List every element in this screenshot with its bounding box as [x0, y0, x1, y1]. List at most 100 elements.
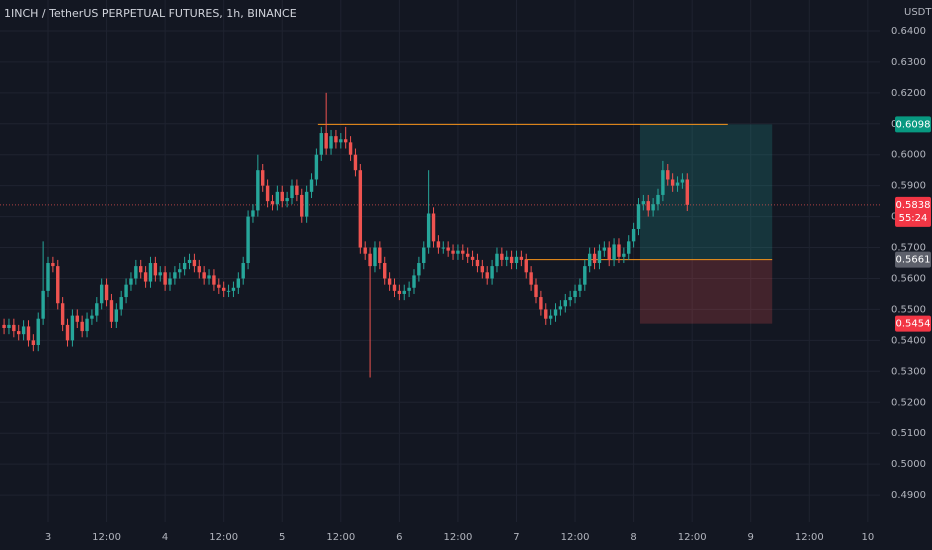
candle-body: [236, 278, 241, 288]
x-tick-label: 5: [279, 532, 285, 543]
candle-body: [441, 247, 445, 249]
stop-price-box: [895, 315, 931, 332]
x-tick-label: 4: [162, 532, 168, 543]
y-tick-label: 0.6300: [891, 57, 926, 68]
candle-body: [485, 272, 489, 279]
candle-body: [197, 266, 201, 273]
candle-body: [461, 250, 465, 254]
axis-unit: USDT: [904, 7, 932, 18]
candle-body: [465, 253, 470, 257]
candle-body: [446, 247, 450, 251]
candle-body: [12, 324, 16, 332]
candle-body: [373, 247, 377, 267]
candle-body: [422, 247, 426, 264]
candle-body: [300, 194, 304, 217]
candle-body: [353, 154, 358, 171]
candle-body: [480, 266, 485, 273]
candle-body: [241, 263, 245, 279]
candle-body: [641, 201, 646, 205]
candle-body: [148, 263, 153, 282]
candle-body: [119, 297, 123, 310]
profit-zone: [639, 124, 773, 260]
candle-body: [539, 297, 543, 310]
candle-body: [295, 185, 299, 195]
x-tick-label: 9: [748, 532, 754, 543]
candle-body: [407, 287, 411, 291]
candle-body: [680, 179, 685, 183]
y-tick-label: 0.5200: [891, 397, 926, 408]
candle-body: [378, 247, 382, 264]
y-tick-label: 0.6200: [891, 88, 926, 99]
candle-body: [661, 170, 665, 195]
candle-body: [612, 244, 616, 260]
candle-body: [348, 142, 353, 155]
candle-body: [26, 326, 31, 341]
candle-body: [65, 324, 70, 341]
candle-body: [139, 266, 143, 273]
candle-body: [602, 247, 607, 251]
candle-body: [636, 204, 641, 229]
candle-body: [495, 253, 499, 267]
candle-body: [339, 139, 343, 143]
candle-body: [75, 315, 79, 322]
candle-body: [519, 256, 524, 260]
y-tick-label: 0.4900: [891, 490, 926, 501]
last-price-box: [895, 196, 931, 227]
y-tick-label: 0.5100: [891, 428, 926, 439]
last-price-label: 0.5838: [896, 200, 931, 211]
candle-body: [41, 290, 45, 319]
candle-body: [158, 272, 162, 276]
candle-body: [397, 290, 402, 294]
candle-body: [143, 272, 148, 282]
candle-body: [387, 278, 392, 285]
x-tick-label: 10: [861, 532, 874, 543]
candle-body: [70, 315, 75, 341]
candle-body: [7, 324, 11, 328]
candle-body: [275, 191, 280, 205]
x-tick-label: 12:00: [678, 532, 707, 543]
candle-body: [548, 315, 553, 319]
candle-body: [417, 263, 421, 276]
candle-body: [470, 256, 475, 260]
candle-body: [246, 216, 250, 264]
candle-body: [36, 318, 40, 346]
candle-body: [431, 213, 436, 242]
candle-body: [187, 259, 192, 264]
candle-body: [627, 241, 631, 254]
candle-body: [80, 321, 84, 332]
y-tick-label: 0.5600: [891, 273, 926, 284]
candle-body: [607, 247, 611, 260]
candle-body: [280, 191, 284, 202]
candle-body: [104, 284, 109, 301]
candle-body: [592, 253, 597, 264]
candle-body: [426, 213, 431, 248]
candle-body: [436, 241, 441, 248]
candle-body: [256, 170, 260, 211]
candle-body: [622, 253, 626, 257]
candle-body: [573, 290, 577, 298]
candle-body: [670, 179, 675, 186]
candle-body: [290, 185, 294, 199]
candle-body: [99, 284, 104, 304]
candle-body: [553, 309, 558, 316]
x-tick-label: 12:00: [92, 532, 121, 543]
candle-body: [2, 324, 6, 328]
y-tick-label: 0.5400: [891, 335, 926, 346]
candle-body: [451, 250, 455, 254]
x-tick-label: 3: [45, 532, 51, 543]
candle-body: [31, 340, 36, 346]
candle-body: [173, 272, 177, 279]
loss-zone: [639, 259, 773, 324]
entry-price-label: 0.5661: [896, 255, 931, 266]
candle-body: [597, 250, 602, 264]
x-tick-label: 6: [396, 532, 402, 543]
candle-body: [212, 275, 216, 285]
target-price-label: 0.6098: [896, 119, 931, 130]
candle-body: [583, 266, 587, 285]
y-tick-label: 0.6400: [891, 26, 926, 37]
candle-body: [475, 259, 480, 267]
candle-body: [558, 306, 563, 310]
entry-price-box: [895, 251, 931, 268]
